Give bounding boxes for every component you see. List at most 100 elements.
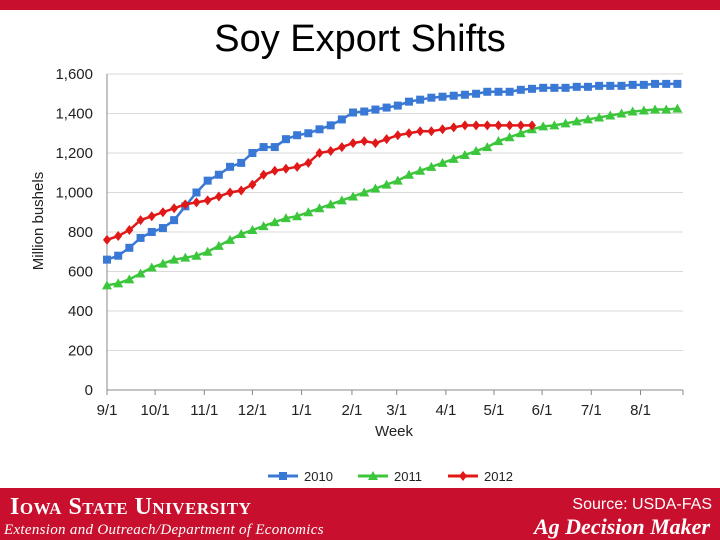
y-axis-title: Million bushels bbox=[30, 172, 47, 270]
series-point bbox=[114, 251, 123, 260]
series-point bbox=[170, 216, 179, 225]
legend-entry: 2012 bbox=[448, 469, 513, 484]
series-point bbox=[595, 81, 604, 90]
series-point bbox=[359, 187, 370, 197]
legend-label: 2011 bbox=[394, 469, 422, 484]
series-point bbox=[528, 84, 537, 93]
legend-label: 2010 bbox=[304, 469, 333, 484]
y-tick-label: 800 bbox=[68, 224, 93, 241]
series-point bbox=[448, 153, 459, 163]
series-point bbox=[349, 108, 358, 117]
footer-bar: Iowa State University Extension and Outr… bbox=[0, 488, 720, 540]
series-point bbox=[483, 120, 492, 131]
series-point bbox=[673, 79, 682, 88]
series-point bbox=[549, 120, 560, 130]
gridlines bbox=[107, 73, 683, 351]
series-point bbox=[136, 215, 145, 226]
series-point bbox=[337, 115, 346, 124]
series-point bbox=[616, 108, 627, 118]
series-point bbox=[326, 146, 335, 157]
series-point bbox=[281, 135, 290, 144]
brand-logo-text: Ag Decision Maker bbox=[534, 514, 710, 539]
series-point bbox=[314, 203, 325, 213]
series-point bbox=[258, 221, 269, 231]
series-point bbox=[360, 107, 369, 116]
series-point bbox=[472, 89, 481, 98]
series-point bbox=[102, 280, 112, 290]
series-point bbox=[371, 105, 380, 114]
series-point bbox=[114, 230, 123, 241]
series-point bbox=[293, 131, 302, 140]
series-point bbox=[259, 143, 268, 152]
series-point bbox=[237, 158, 246, 167]
series-point bbox=[360, 136, 369, 147]
series-point bbox=[103, 234, 111, 245]
series-point bbox=[157, 258, 168, 268]
series-point bbox=[392, 175, 403, 185]
series-point bbox=[226, 187, 235, 198]
legend-entry: 2011 bbox=[358, 469, 422, 484]
series-point bbox=[381, 179, 392, 189]
series-point bbox=[505, 87, 514, 96]
series-point bbox=[280, 213, 291, 223]
axes: 0 200 400 600 800 1,000 1,200 1,400 1,600 9/1 10/1… bbox=[30, 66, 684, 440]
series-point bbox=[315, 125, 324, 134]
series-point bbox=[661, 104, 672, 114]
x-tick-label: 12/1 bbox=[238, 402, 267, 419]
series-point bbox=[146, 262, 157, 272]
series-point bbox=[416, 95, 425, 104]
y-tick-label: 0 bbox=[85, 382, 93, 399]
series-point bbox=[571, 116, 582, 126]
y-tick-label: 1,400 bbox=[55, 106, 93, 123]
series-point bbox=[304, 129, 313, 138]
series-point bbox=[606, 81, 615, 90]
series-point bbox=[315, 148, 324, 158]
series-point bbox=[169, 254, 180, 264]
series-point bbox=[672, 103, 683, 113]
series-point bbox=[237, 185, 246, 196]
series-point bbox=[236, 228, 247, 238]
series-point bbox=[247, 225, 258, 235]
series-point bbox=[281, 163, 290, 174]
series-point bbox=[125, 225, 134, 236]
series-point bbox=[103, 255, 111, 264]
series-point bbox=[191, 250, 202, 260]
x-tick-label: 2/1 bbox=[342, 402, 363, 419]
series-point bbox=[304, 157, 313, 168]
series-point bbox=[504, 132, 515, 142]
series-point bbox=[368, 471, 378, 480]
series-point bbox=[605, 110, 616, 120]
export-chart: 0 200 400 600 800 1,000 1,200 1,400 1,600 9/1 10/1… bbox=[30, 66, 684, 484]
series-point bbox=[270, 165, 279, 176]
y-tick-label: 600 bbox=[68, 264, 93, 281]
y-tick-label: 400 bbox=[68, 303, 93, 320]
series-point bbox=[561, 83, 570, 92]
series-point bbox=[226, 162, 235, 171]
series-point bbox=[203, 176, 212, 185]
series-point bbox=[303, 207, 314, 217]
series-point bbox=[181, 199, 190, 210]
series-point bbox=[348, 191, 359, 201]
series-point bbox=[124, 274, 135, 284]
y-tick-label: 1,600 bbox=[55, 66, 93, 83]
series-point bbox=[393, 130, 402, 141]
series-2010 bbox=[103, 79, 682, 264]
series-point bbox=[293, 161, 302, 172]
series-point bbox=[270, 143, 279, 152]
x-tick-label: 7/1 bbox=[581, 402, 602, 419]
slide-title: Soy Export Shifts bbox=[214, 18, 506, 60]
x-tick-label: 6/1 bbox=[532, 402, 553, 419]
series-point bbox=[370, 183, 381, 193]
series-point bbox=[639, 80, 648, 89]
series-point bbox=[438, 124, 447, 135]
series-point bbox=[628, 80, 637, 89]
series-2011 bbox=[102, 103, 683, 290]
series-point bbox=[528, 120, 537, 131]
legend-label: 2012 bbox=[484, 469, 513, 484]
series-point bbox=[259, 169, 268, 180]
series-2012 bbox=[103, 120, 537, 245]
series-point bbox=[382, 134, 391, 145]
series-point bbox=[472, 120, 481, 131]
series-point bbox=[438, 92, 447, 101]
y-tick-label: 1,200 bbox=[55, 145, 93, 162]
